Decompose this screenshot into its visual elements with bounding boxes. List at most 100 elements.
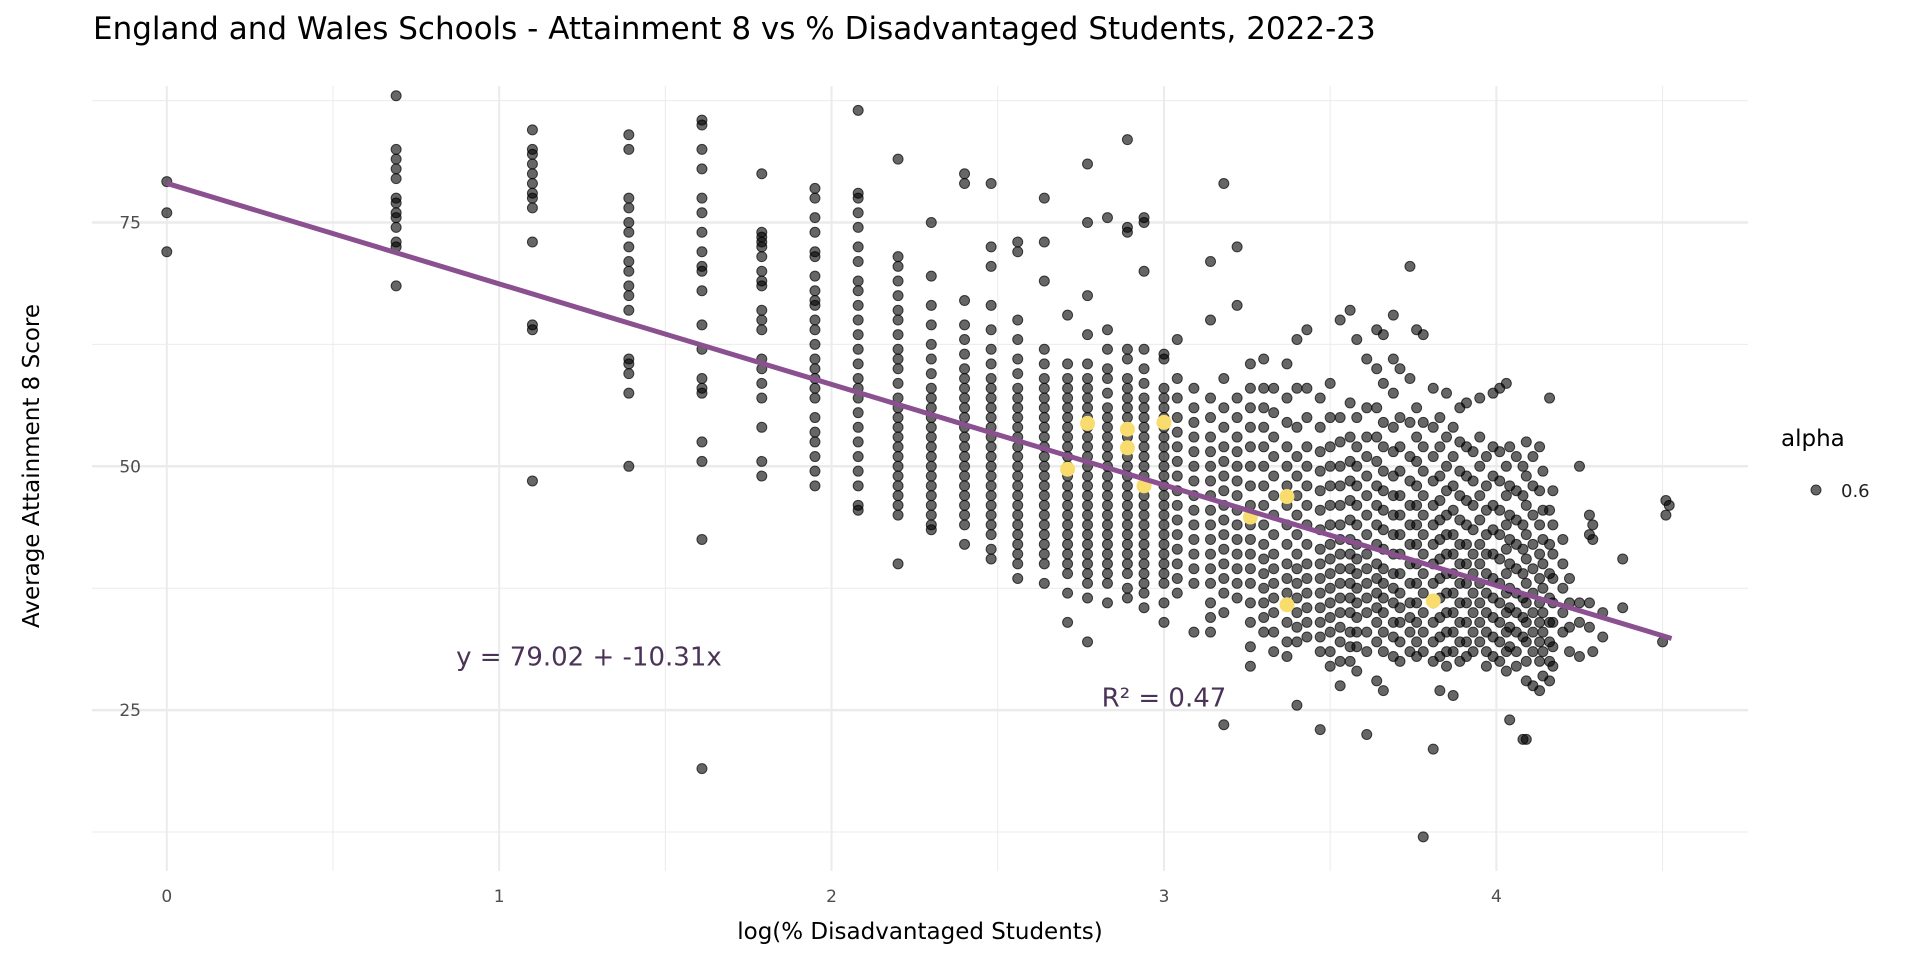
- data-point: [809, 451, 821, 463]
- data-point: [1334, 577, 1346, 589]
- data-point: [1500, 519, 1512, 531]
- data-point: [696, 265, 708, 277]
- data-point: [1447, 548, 1459, 560]
- data-point: [1231, 475, 1243, 487]
- data-point: [1138, 441, 1150, 453]
- data-point: [1301, 382, 1313, 394]
- data-point: [1404, 260, 1416, 272]
- data-point: [1121, 373, 1133, 385]
- data-point: [1281, 460, 1293, 472]
- data-point: [1557, 533, 1569, 545]
- data-point: [1268, 407, 1280, 419]
- data-point: [1158, 460, 1170, 472]
- data-point: [892, 509, 904, 521]
- data-point: [1082, 431, 1094, 443]
- legend-point-icon: [1810, 484, 1822, 496]
- data-point: [1344, 655, 1356, 667]
- data-point: [1205, 431, 1217, 443]
- data-point: [1344, 304, 1356, 316]
- data-point: [1324, 377, 1336, 389]
- data-point: [1371, 431, 1383, 443]
- data-point: [696, 285, 708, 297]
- data-point: [1082, 592, 1094, 604]
- data-point: [1012, 236, 1024, 248]
- data-point: [892, 377, 904, 389]
- data-point: [623, 129, 635, 141]
- data-point: [925, 441, 937, 453]
- data-point: [1205, 475, 1217, 487]
- data-point: [1387, 353, 1399, 365]
- data-point: [809, 314, 821, 326]
- data-point: [1062, 499, 1074, 511]
- data-point: [1171, 392, 1183, 404]
- data-point: [892, 451, 904, 463]
- data-point: [809, 251, 821, 263]
- data-point: [1291, 592, 1303, 604]
- data-point: [1258, 626, 1270, 638]
- data-point: [1012, 499, 1024, 511]
- data-point: [1158, 490, 1170, 502]
- data-point: [1351, 519, 1363, 531]
- data-point: [1301, 324, 1313, 336]
- data-point: [925, 382, 937, 394]
- data-point: [959, 499, 971, 511]
- data-point: [892, 343, 904, 355]
- data-point: [1371, 636, 1383, 648]
- data-point: [1038, 451, 1050, 463]
- data-point: [1447, 504, 1459, 516]
- x-tick-label: 4: [1491, 887, 1502, 907]
- data-point: [1573, 597, 1585, 609]
- data-point: [1138, 265, 1150, 277]
- data-point: [1258, 582, 1270, 594]
- data-point: [1434, 494, 1446, 506]
- data-point: [1447, 529, 1459, 541]
- data-point: [1121, 592, 1133, 604]
- data-point: [1460, 616, 1472, 628]
- data-point: [1351, 597, 1363, 609]
- data-point: [1101, 431, 1113, 443]
- data-point: [1205, 597, 1217, 609]
- data-point: [1062, 421, 1074, 433]
- data-point: [925, 270, 937, 282]
- data-point: [1434, 412, 1446, 424]
- legend: alpha 0.6: [1781, 426, 1870, 502]
- data-point: [1534, 485, 1546, 497]
- data-point: [1171, 373, 1183, 385]
- data-point: [892, 460, 904, 472]
- data-point: [1121, 480, 1133, 492]
- data-point: [1082, 217, 1094, 229]
- data-point: [1583, 597, 1595, 609]
- data-point: [1537, 607, 1549, 619]
- data-point: [892, 363, 904, 375]
- data-point: [1158, 597, 1170, 609]
- data-point: [959, 509, 971, 521]
- data-point: [1537, 646, 1549, 658]
- data-point: [1171, 470, 1183, 482]
- data-point: [892, 470, 904, 482]
- data-point: [925, 470, 937, 482]
- data-point: [1480, 451, 1492, 463]
- data-point: [809, 270, 821, 282]
- highlighted-point: [1119, 421, 1135, 437]
- data-point: [1547, 572, 1559, 584]
- data-point: [696, 533, 708, 545]
- data-point: [1244, 460, 1256, 472]
- data-point: [1361, 728, 1373, 740]
- data-point: [1314, 504, 1326, 516]
- data-point: [1038, 373, 1050, 385]
- data-point: [1101, 490, 1113, 502]
- data-point: [959, 295, 971, 307]
- data-point: [1427, 382, 1439, 394]
- data-point: [1268, 382, 1280, 394]
- data-point: [1434, 441, 1446, 453]
- data-point: [1138, 392, 1150, 404]
- data-point: [1361, 529, 1373, 541]
- data-point: [892, 499, 904, 511]
- data-point: [1138, 602, 1150, 614]
- data-point: [1417, 490, 1429, 502]
- data-point: [1268, 529, 1280, 541]
- data-point: [959, 470, 971, 482]
- data-point: [892, 441, 904, 453]
- data-point: [1494, 553, 1506, 565]
